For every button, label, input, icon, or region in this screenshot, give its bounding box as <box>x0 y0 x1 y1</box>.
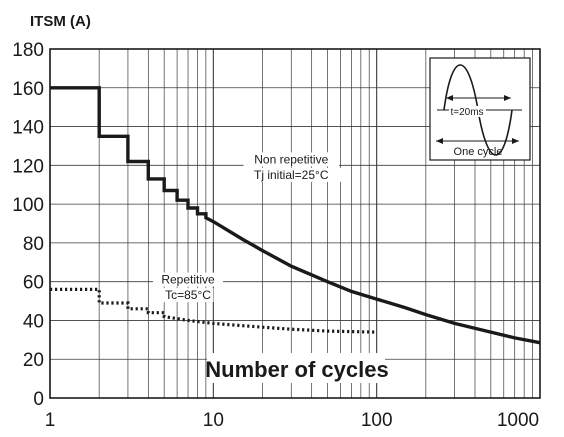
y-axis-label: ITSM (A) <box>30 13 91 30</box>
y-tick-label: 120 <box>12 156 44 177</box>
one-cycle-inset: t=20ms One cycle <box>429 57 531 161</box>
inset-period-arrowhead-right <box>504 95 511 101</box>
x-axis-label-background <box>207 353 385 383</box>
y-tick-label: 80 <box>23 234 44 255</box>
inset-cycle-arrowhead-left <box>436 138 443 144</box>
annotation-label: Non repetitive <box>254 152 328 166</box>
annotation-label: Repetitive <box>161 273 215 287</box>
y-tick-label: 100 <box>12 195 44 216</box>
inset-period-arrowhead-left <box>446 95 453 101</box>
annotation-background <box>240 167 343 182</box>
annotation-label: Tc=85°C <box>165 288 211 302</box>
y-tick-label: 20 <box>23 350 44 371</box>
plot-frame <box>49 48 541 399</box>
y-tick-label: 40 <box>23 311 44 332</box>
x-tick-label: 1000 <box>497 410 539 431</box>
x-tick-label: 1 <box>45 410 56 431</box>
x-axis-label: Number of cycles <box>205 357 388 382</box>
y-tick-label: 180 <box>12 40 44 61</box>
y-tick-label: 60 <box>23 273 44 294</box>
annotations: Non repetitive Tj initial=25°C RepetitiveT… <box>153 152 343 303</box>
annotation-label: Tj initial=25°C <box>254 168 329 182</box>
inset-cycle-arrowhead-right <box>512 138 519 144</box>
series-layer <box>50 86 541 345</box>
inset-period-label-background <box>449 106 486 117</box>
y-tick-label: 0 <box>33 389 44 410</box>
x-tick-label: 100 <box>361 410 393 431</box>
annotation-background <box>243 152 340 167</box>
annotation-background <box>162 288 214 303</box>
axis-ticks: 0 20 40 60 80 100 120 140 160 180 1 10 100 1000 <box>12 40 539 431</box>
x-tick-label: 10 <box>203 410 224 431</box>
y-tick-label: 140 <box>12 118 44 139</box>
y-tick-label: 160 <box>12 79 44 100</box>
inset-period-label: t=20ms <box>450 107 483 118</box>
series-line <box>50 86 541 345</box>
annotation-background <box>153 272 224 287</box>
inset-caption: One cycle <box>454 146 503 158</box>
